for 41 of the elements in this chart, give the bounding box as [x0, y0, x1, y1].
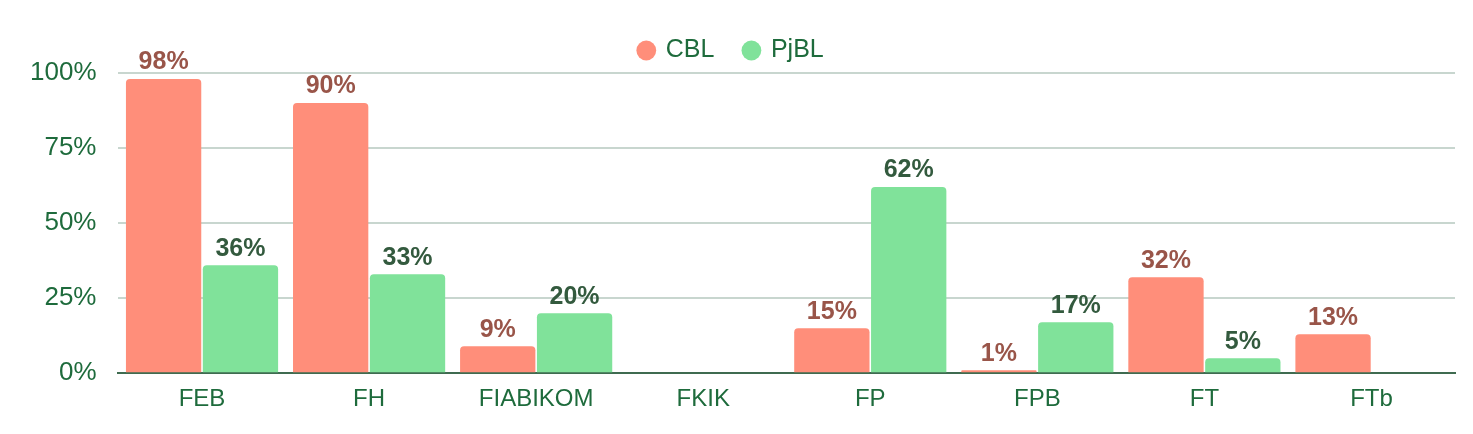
x-tick-label: FPB	[1014, 384, 1061, 412]
x-tick-label: FEB	[178, 384, 226, 412]
x-tick-label: FP	[854, 384, 886, 412]
x-tick-label: FIABIKOM	[478, 384, 594, 412]
x-tick-label: FT	[1189, 384, 1220, 412]
data-label: 13%	[1308, 301, 1359, 330]
data-label: 36%	[215, 232, 266, 261]
bar	[871, 187, 947, 373]
legend-label: CBL	[665, 34, 715, 63]
data-label: 98%	[138, 46, 189, 75]
data-label: 1%	[980, 337, 1017, 366]
y-tick-label: 100%	[30, 56, 97, 87]
legend-label: PjBL	[770, 34, 824, 63]
x-tick-label: FKIK	[676, 384, 730, 412]
y-tick-label: 25%	[44, 281, 97, 312]
data-label: 9%	[479, 313, 516, 342]
data-label: 20%	[549, 280, 600, 309]
bar	[961, 370, 1037, 373]
bar	[369, 274, 446, 373]
bar	[1038, 322, 1114, 373]
data-label: 62%	[883, 154, 934, 183]
y-tick-label: 50%	[44, 206, 97, 237]
data-label: 32%	[1140, 244, 1191, 273]
bar	[1205, 358, 1281, 373]
x-tick-label: FH	[353, 384, 386, 412]
data-label: 90%	[305, 70, 356, 99]
bar	[1295, 334, 1371, 373]
bar	[536, 313, 613, 373]
x-tick-label: FTb	[1350, 384, 1393, 412]
bar	[1128, 277, 1204, 373]
y-tick-label: 0%	[58, 356, 97, 387]
data-label: 5%	[1224, 325, 1261, 354]
data-label: 17%	[1050, 289, 1101, 318]
bar	[460, 346, 536, 373]
data-label: 33%	[382, 241, 433, 270]
y-tick-label: 75%	[44, 131, 97, 162]
bar	[202, 265, 279, 373]
data-label: 15%	[806, 295, 857, 324]
bar	[125, 79, 202, 373]
bar	[293, 103, 369, 373]
bar	[794, 328, 870, 373]
